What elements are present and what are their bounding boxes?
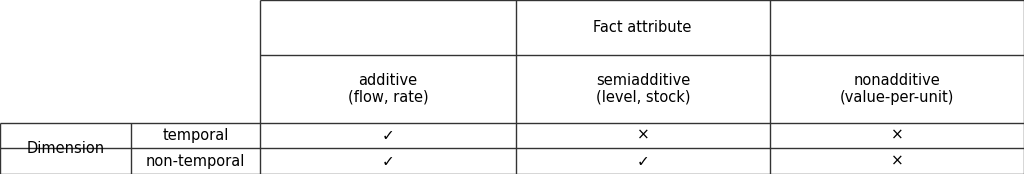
Text: Fact attribute: Fact attribute [593,20,691,35]
Text: semiadditive
(level, stock): semiadditive (level, stock) [596,73,690,105]
Text: ✓: ✓ [382,154,394,169]
Text: ×: × [891,154,903,169]
Text: temporal: temporal [163,128,228,143]
Text: nonadditive
(value-per-unit): nonadditive (value-per-unit) [840,73,954,105]
Text: ×: × [637,128,649,143]
Text: additive
(flow, rate): additive (flow, rate) [348,73,428,105]
Text: ×: × [891,128,903,143]
Text: ✓: ✓ [382,128,394,143]
Text: ✓: ✓ [637,154,649,169]
Text: Dimension: Dimension [27,141,104,156]
Text: non-temporal: non-temporal [145,154,246,169]
